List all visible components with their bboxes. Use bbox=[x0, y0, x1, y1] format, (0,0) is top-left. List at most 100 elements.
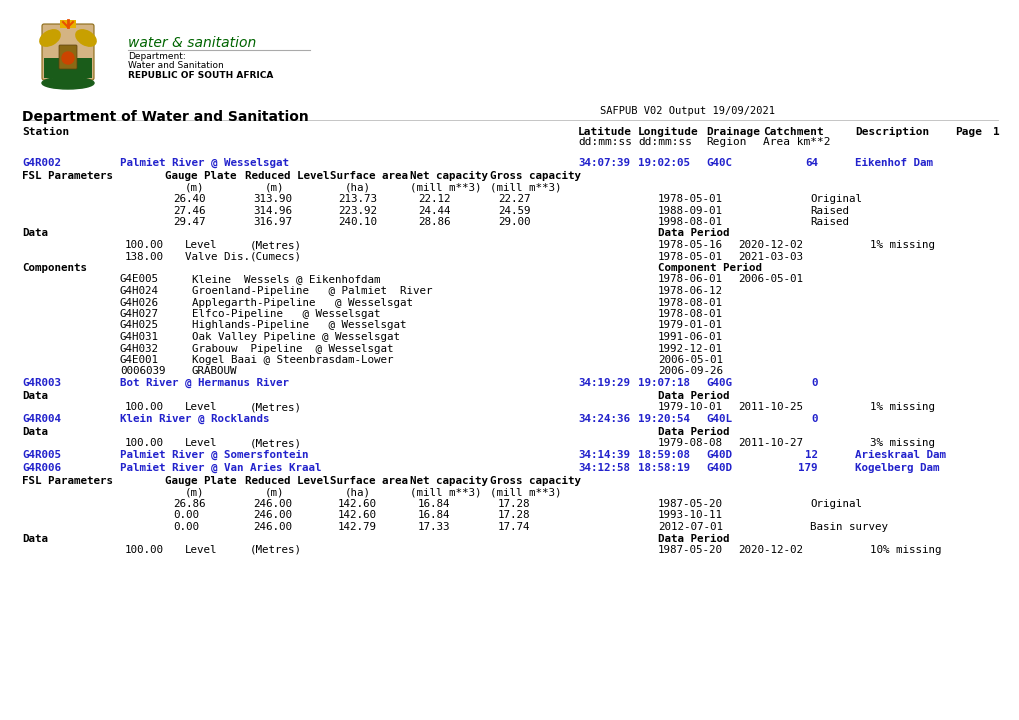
Text: Kleine  Wessels @ Eikenhofdam: Kleine Wessels @ Eikenhofdam bbox=[192, 274, 380, 284]
Text: (Metres): (Metres) bbox=[250, 545, 302, 555]
Text: G40G: G40G bbox=[705, 378, 732, 388]
Text: 0: 0 bbox=[811, 378, 817, 388]
Text: REPUBLIC OF SOUTH AFRICA: REPUBLIC OF SOUTH AFRICA bbox=[127, 71, 273, 80]
Text: Surface area: Surface area bbox=[330, 476, 408, 486]
Text: 34:14:39: 34:14:39 bbox=[578, 450, 630, 460]
Text: 1978-06-12: 1978-06-12 bbox=[657, 286, 722, 296]
Text: 17.28: 17.28 bbox=[497, 499, 530, 509]
Text: (mill m**3): (mill m**3) bbox=[489, 487, 560, 498]
Text: Department of Water and Sanitation: Department of Water and Sanitation bbox=[22, 110, 309, 124]
Text: Page: Page bbox=[954, 127, 981, 137]
Text: 1978-05-01: 1978-05-01 bbox=[657, 194, 722, 204]
Text: G40D: G40D bbox=[705, 463, 732, 473]
Text: (ha): (ha) bbox=[344, 487, 371, 498]
Text: FSL Parameters: FSL Parameters bbox=[22, 171, 113, 181]
Text: Eikenhof Dam: Eikenhof Dam bbox=[854, 158, 932, 168]
Text: dd:mm:ss: dd:mm:ss bbox=[578, 137, 632, 147]
Text: SAFPUB V02 Output 19/09/2021: SAFPUB V02 Output 19/09/2021 bbox=[599, 106, 774, 116]
Text: 2011-10-25: 2011-10-25 bbox=[738, 402, 802, 413]
Text: 142.60: 142.60 bbox=[337, 510, 377, 521]
Text: 316.97: 316.97 bbox=[253, 217, 291, 227]
Text: 1978-08-01: 1978-08-01 bbox=[657, 297, 722, 307]
Text: Grabouw  Pipeline  @ Wesselsgat: Grabouw Pipeline @ Wesselsgat bbox=[192, 343, 393, 354]
Text: (m): (m) bbox=[184, 182, 204, 192]
Text: 1993-10-11: 1993-10-11 bbox=[657, 510, 722, 521]
Text: 1988-09-01: 1988-09-01 bbox=[657, 205, 722, 215]
Text: FSL Parameters: FSL Parameters bbox=[22, 476, 113, 486]
Text: 64: 64 bbox=[804, 158, 817, 168]
Text: Level: Level bbox=[184, 438, 217, 449]
Text: 16.84: 16.84 bbox=[418, 499, 450, 509]
Text: 1978-06-01: 1978-06-01 bbox=[657, 274, 722, 284]
Text: water & sanitation: water & sanitation bbox=[127, 36, 256, 50]
Text: 0.00: 0.00 bbox=[173, 510, 199, 521]
Text: G4E001: G4E001 bbox=[120, 355, 159, 365]
Text: Latitude: Latitude bbox=[578, 127, 632, 137]
Text: Kogel Baai @ Steenbrasdam-Lower: Kogel Baai @ Steenbrasdam-Lower bbox=[192, 355, 393, 365]
Text: Component Period: Component Period bbox=[657, 263, 761, 273]
Text: 1979-08-08: 1979-08-08 bbox=[657, 438, 722, 449]
Text: 17.33: 17.33 bbox=[418, 522, 450, 532]
Text: Data: Data bbox=[22, 427, 48, 437]
Text: (Metres): (Metres) bbox=[250, 438, 302, 449]
Text: 100.00: 100.00 bbox=[125, 402, 164, 413]
Text: 1% missing: 1% missing bbox=[869, 402, 934, 413]
Text: 1: 1 bbox=[993, 127, 999, 137]
Text: 223.92: 223.92 bbox=[337, 205, 377, 215]
Text: 142.79: 142.79 bbox=[337, 522, 377, 532]
Text: Applegarth-Pipeline   @ Wesselsgat: Applegarth-Pipeline @ Wesselsgat bbox=[192, 297, 413, 307]
Text: Net capacity: Net capacity bbox=[410, 476, 487, 486]
Text: 16.84: 16.84 bbox=[418, 510, 450, 521]
Text: 0: 0 bbox=[811, 414, 817, 424]
Text: 10% missing: 10% missing bbox=[869, 545, 941, 555]
Text: 246.00: 246.00 bbox=[253, 510, 291, 521]
Text: Original: Original bbox=[809, 499, 861, 509]
Text: (Metres): (Metres) bbox=[250, 402, 302, 413]
Text: 313.90: 313.90 bbox=[253, 194, 291, 204]
Text: G4H027: G4H027 bbox=[120, 309, 159, 319]
Text: Area km**2: Area km**2 bbox=[762, 137, 829, 147]
Text: Level: Level bbox=[184, 240, 217, 250]
Text: 0.00: 0.00 bbox=[173, 522, 199, 532]
Text: G4H026: G4H026 bbox=[120, 297, 159, 307]
Text: 2011-10-27: 2011-10-27 bbox=[738, 438, 802, 449]
Text: 2006-05-01: 2006-05-01 bbox=[738, 274, 802, 284]
Text: 213.73: 213.73 bbox=[337, 194, 377, 204]
Text: Arieskraal Dam: Arieskraal Dam bbox=[854, 450, 945, 460]
Text: Data Period: Data Period bbox=[657, 427, 729, 437]
Text: 240.10: 240.10 bbox=[337, 217, 377, 227]
Text: Data Period: Data Period bbox=[657, 228, 729, 238]
Text: 22.27: 22.27 bbox=[497, 194, 530, 204]
Text: 17.74: 17.74 bbox=[497, 522, 530, 532]
Text: G4R005: G4R005 bbox=[22, 450, 61, 460]
Text: Catchment: Catchment bbox=[762, 127, 823, 137]
Text: 246.00: 246.00 bbox=[253, 522, 291, 532]
Text: (m): (m) bbox=[265, 182, 284, 192]
Text: 19:07:18: 19:07:18 bbox=[637, 378, 689, 388]
Text: G40D: G40D bbox=[705, 450, 732, 460]
Text: Surface area: Surface area bbox=[330, 171, 408, 181]
Text: G4H032: G4H032 bbox=[120, 343, 159, 354]
Text: (mill m**3): (mill m**3) bbox=[489, 182, 560, 192]
Text: 100.00: 100.00 bbox=[125, 545, 164, 555]
Text: G40L: G40L bbox=[705, 414, 732, 424]
Text: 19:02:05: 19:02:05 bbox=[637, 158, 689, 168]
Text: 29.47: 29.47 bbox=[173, 217, 205, 227]
Text: 28.86: 28.86 bbox=[418, 217, 450, 227]
Text: 24.44: 24.44 bbox=[418, 205, 450, 215]
Text: 1979-10-01: 1979-10-01 bbox=[657, 402, 722, 413]
Text: Kogelberg Dam: Kogelberg Dam bbox=[854, 463, 938, 473]
Text: G4H025: G4H025 bbox=[120, 320, 159, 330]
Text: 1992-12-01: 1992-12-01 bbox=[657, 343, 722, 354]
Text: Palmiet River @ Wesselsgat: Palmiet River @ Wesselsgat bbox=[120, 158, 288, 168]
Text: dd:mm:ss: dd:mm:ss bbox=[637, 137, 691, 147]
Text: G40C: G40C bbox=[705, 158, 732, 168]
Text: Data: Data bbox=[22, 228, 48, 238]
Text: 18:59:08: 18:59:08 bbox=[637, 450, 689, 460]
Text: (Metres): (Metres) bbox=[250, 240, 302, 250]
Text: (mill m**3): (mill m**3) bbox=[410, 182, 481, 192]
Text: Groenland-Pipeline   @ Palmiet  River: Groenland-Pipeline @ Palmiet River bbox=[192, 286, 432, 296]
Text: 1979-01-01: 1979-01-01 bbox=[657, 320, 722, 330]
Text: 2006-05-01: 2006-05-01 bbox=[657, 355, 722, 365]
Text: 17.28: 17.28 bbox=[497, 510, 530, 521]
